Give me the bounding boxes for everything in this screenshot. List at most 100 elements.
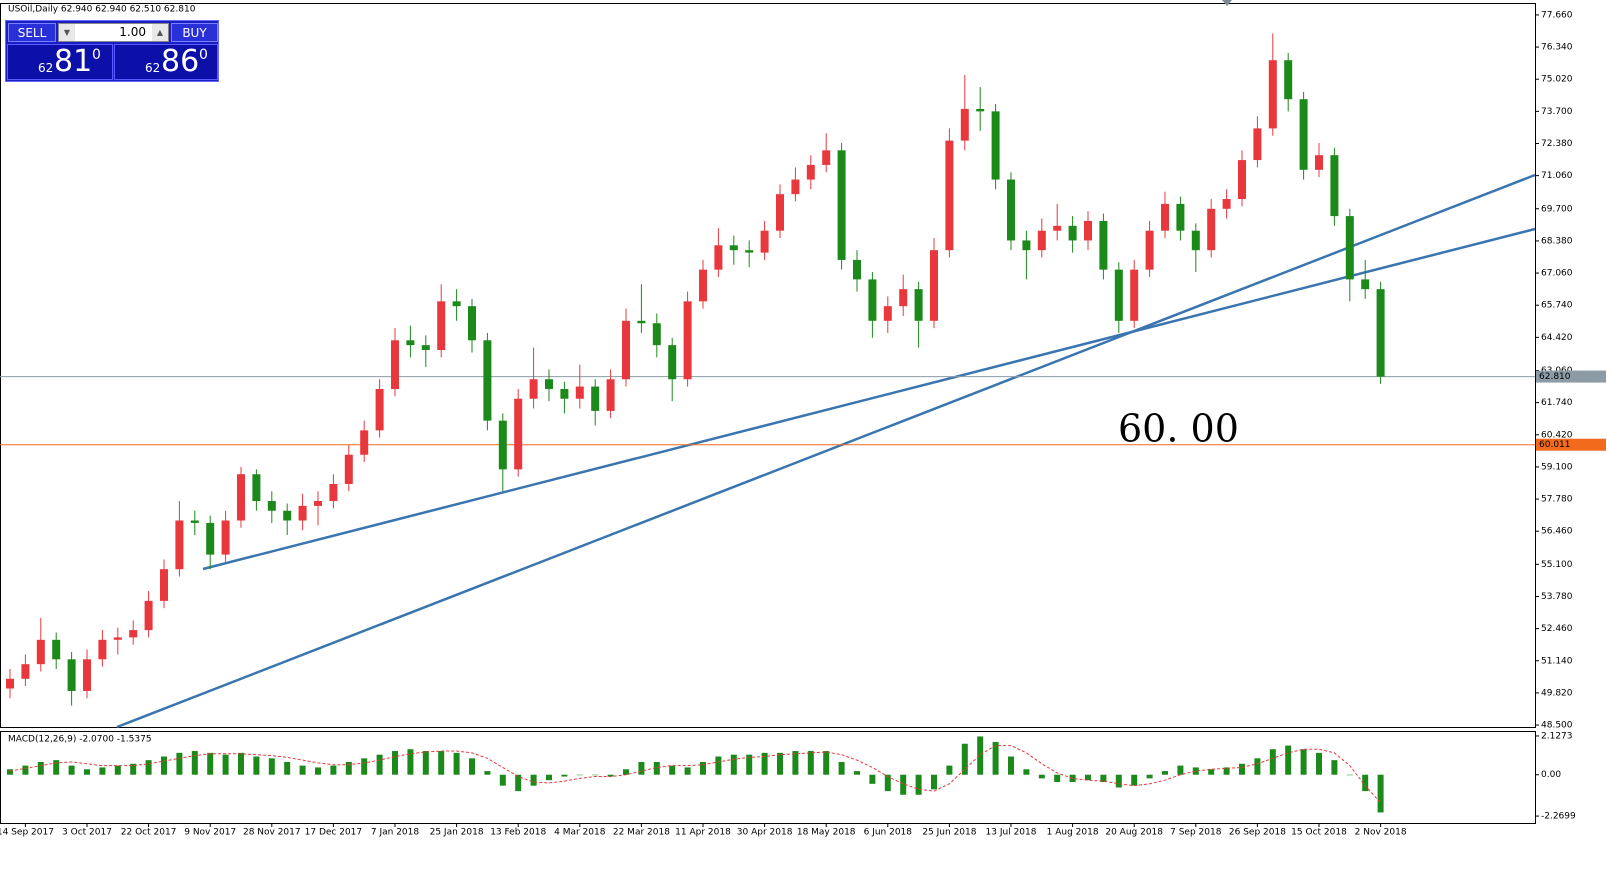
candle-body [375, 388, 384, 431]
candle-body [1345, 216, 1354, 280]
macd-bar [823, 751, 830, 775]
y-tick-label: 59.100 [1541, 462, 1573, 472]
macd-bar [1023, 769, 1030, 775]
bid-price[interactable]: 62 81 0 [7, 44, 113, 80]
candle-body [714, 245, 723, 270]
candle-body [1284, 60, 1293, 100]
x-tick-label: 17 Dec 2017 [305, 828, 363, 838]
increase-lots[interactable]: ▲ [152, 24, 168, 41]
macd-bar [1269, 749, 1276, 775]
candle-body [206, 522, 215, 555]
candle-body [822, 150, 831, 165]
macd-bar [1085, 774, 1091, 781]
buy-button[interactable]: BUY [171, 23, 218, 42]
macd-bar [1162, 771, 1168, 775]
x-tick-label: 13 Jul 2018 [986, 828, 1037, 838]
lot-size-input[interactable]: ▼ 1.00 ▲ [58, 23, 169, 42]
ask-prefix: 62 [145, 61, 161, 75]
candle-body [1053, 225, 1062, 231]
macd-bar [884, 774, 891, 792]
macd-bar [376, 754, 383, 775]
macd-bar [37, 761, 44, 775]
candle-body [52, 639, 61, 660]
bid-big: 81 [54, 44, 93, 79]
x-tick-label: 25 Jan 2018 [430, 828, 484, 838]
candle-body [560, 388, 569, 399]
macd-plot-frame [0, 731, 1536, 824]
candle-body [98, 639, 107, 660]
macd-bar [730, 754, 737, 775]
macd-bar [1008, 756, 1014, 775]
candle-body [221, 520, 230, 555]
macd-bar [84, 769, 90, 775]
candles [6, 33, 1385, 706]
macd-bar [1300, 749, 1307, 775]
y-tick-label: 68.380 [1541, 236, 1573, 246]
x-tick-label: 2 Nov 2018 [1355, 828, 1407, 838]
candle-body [945, 140, 954, 251]
x-tick-label: 7 Jan 2018 [371, 828, 419, 838]
ask-sup: 0 [199, 47, 208, 63]
price-label: 60.011 [1539, 440, 1571, 450]
candle-body [113, 637, 122, 640]
macd-bar [700, 761, 706, 775]
one-click-trading-panel: SELL ▼ 1.00 ▲ BUY 62 81 0 62 86 0 [5, 20, 219, 82]
macd-bar [931, 774, 937, 790]
macd-bar [7, 769, 13, 775]
macd-bar [268, 758, 275, 775]
macd-bar [546, 774, 552, 781]
candle-body [1299, 99, 1308, 170]
chart-header: USOil,Daily 62.940 62.940 62.510 62.810 [8, 5, 196, 15]
candle-body [175, 520, 184, 570]
macd-bar [792, 751, 799, 775]
macd-bar [361, 758, 368, 775]
candle-body [622, 320, 630, 380]
macd-bar [854, 771, 860, 775]
y-tick-label: 52.460 [1541, 624, 1573, 634]
macd-bar [484, 771, 491, 775]
candle-body [160, 569, 168, 601]
candle-body [1191, 230, 1200, 251]
candle-body [683, 301, 692, 380]
candle-body [6, 678, 14, 689]
candle-body [1376, 289, 1385, 377]
x-tick-label: 30 Apr 2018 [737, 828, 793, 838]
candle-body [791, 179, 800, 195]
x-tick-label: 1 Aug 2018 [1047, 828, 1099, 838]
macd-bar [161, 756, 167, 775]
decrease-lots[interactable]: ▼ [59, 24, 75, 41]
macd-bar [1131, 774, 1138, 786]
y-tick-label: 65.740 [1541, 301, 1573, 311]
macd-bar [761, 752, 768, 775]
candle-body [514, 398, 523, 470]
macd-bar [576, 774, 583, 776]
macd-bar [345, 761, 352, 775]
macd-bar [915, 774, 922, 795]
macd-bar [807, 751, 814, 775]
trendlines [116, 173, 1536, 729]
macd-bar [253, 756, 260, 775]
macd-bar [68, 765, 75, 775]
macd-bar [684, 767, 691, 775]
candle-body [483, 340, 492, 421]
candle-body [1268, 60, 1277, 129]
x-tick-label: 18 May 2018 [797, 828, 856, 838]
macd-bar [1285, 745, 1292, 775]
macd-bar [22, 765, 29, 775]
sell-button[interactable]: SELL [8, 23, 56, 42]
macd-bar [1177, 765, 1184, 775]
macd-bar [1100, 774, 1107, 783]
macd-y-tick-label: 0.00 [1541, 770, 1561, 780]
candle-body [498, 420, 507, 470]
candle-body [129, 630, 138, 638]
macd-bar [561, 774, 568, 777]
price-label-box [1536, 438, 1606, 451]
ask-price[interactable]: 62 86 0 [114, 44, 218, 80]
y-tick-label: 56.460 [1541, 527, 1573, 537]
macd-bar [1346, 774, 1353, 776]
candle-body [1161, 203, 1169, 231]
macd-bar [238, 752, 244, 775]
x-tick-label: 6 Jun 2018 [864, 828, 913, 838]
x-tick-label: 3 Oct 2017 [62, 828, 112, 838]
